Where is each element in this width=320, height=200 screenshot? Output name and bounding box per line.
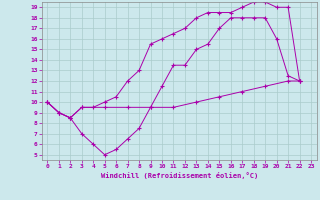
- X-axis label: Windchill (Refroidissement éolien,°C): Windchill (Refroidissement éolien,°C): [100, 172, 258, 179]
